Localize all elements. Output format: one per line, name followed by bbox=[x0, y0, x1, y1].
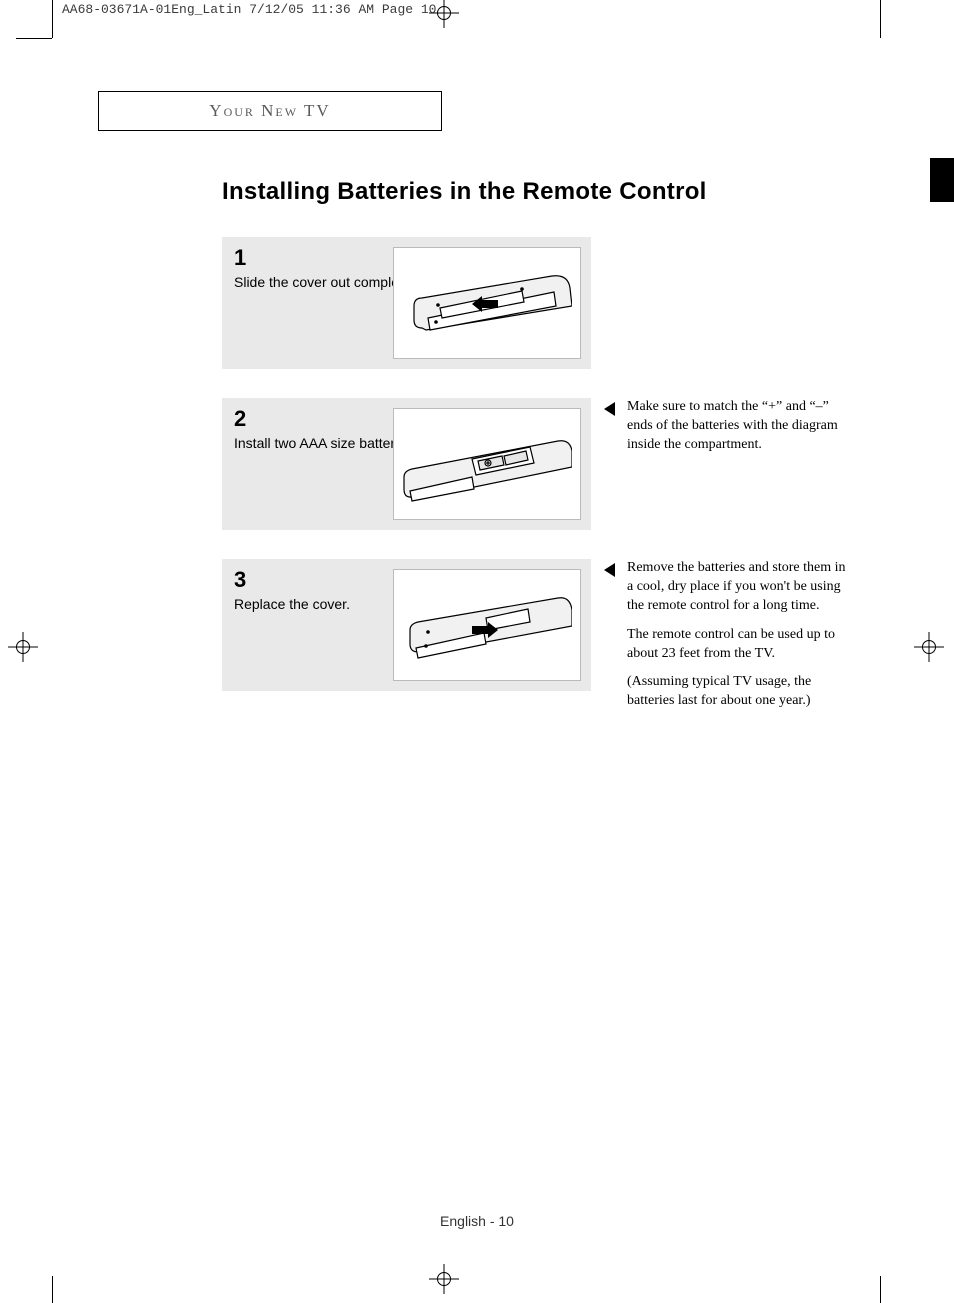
remote-cover-slide-icon bbox=[402, 258, 572, 348]
registration-mark bbox=[8, 632, 38, 662]
crop-mark bbox=[880, 0, 881, 38]
page-title: Installing Batteries in the Remote Contr… bbox=[222, 178, 707, 206]
note-2: Remove the batteries and store them in a… bbox=[605, 559, 853, 721]
crop-mark bbox=[52, 1276, 53, 1303]
note-1: Make sure to match the “+” and “–” ends … bbox=[605, 398, 853, 465]
note-arrow-icon bbox=[604, 402, 615, 416]
note-text: Remove the batteries and store them in a… bbox=[627, 559, 853, 616]
step-1: 1 Slide the cover out completely. bbox=[222, 237, 591, 369]
step-1-illustration bbox=[393, 247, 581, 359]
step-3: 3 Replace the cover. bbox=[222, 559, 591, 691]
step-2: 2 Install two AAA size batteries. bbox=[222, 398, 591, 530]
page-footer: English - 10 bbox=[0, 1213, 954, 1229]
remote-cover-replace-icon bbox=[402, 580, 572, 670]
step-3-illustration bbox=[393, 569, 581, 681]
section-header: Your New TV bbox=[98, 91, 442, 131]
section-header-text: Your New TV bbox=[209, 101, 330, 121]
crop-mark bbox=[16, 38, 52, 39]
step-2-illustration bbox=[393, 408, 581, 520]
note-text: The remote control can be used up to abo… bbox=[627, 626, 853, 664]
note-text: Make sure to match the “+” and “–” ends … bbox=[627, 398, 853, 455]
crop-mark bbox=[52, 0, 53, 38]
crop-mark bbox=[880, 1276, 881, 1303]
registration-mark bbox=[914, 632, 944, 662]
note-text: (Assuming typical TV usage, the batterie… bbox=[627, 673, 853, 711]
print-metadata: AA68-03671A-01Eng_Latin 7/12/05 11:36 AM… bbox=[62, 2, 436, 17]
section-edge-tab bbox=[930, 158, 954, 202]
registration-mark bbox=[429, 1264, 459, 1294]
remote-batteries-icon bbox=[402, 419, 572, 509]
note-arrow-icon bbox=[604, 563, 615, 577]
